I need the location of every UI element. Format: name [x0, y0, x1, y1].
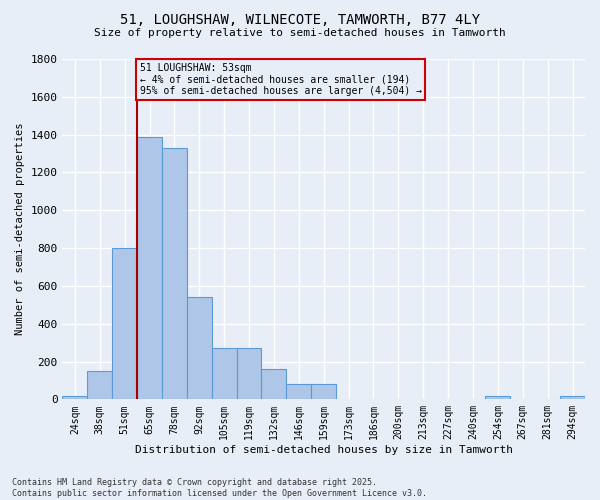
Bar — [311, 384, 336, 400]
Bar — [112, 248, 137, 400]
Text: 51 LOUGHSHAW: 53sqm
← 4% of semi-detached houses are smaller (194)
95% of semi-d: 51 LOUGHSHAW: 53sqm ← 4% of semi-detache… — [140, 63, 422, 96]
Text: 51, LOUGHSHAW, WILNECOTE, TAMWORTH, B77 4LY: 51, LOUGHSHAW, WILNECOTE, TAMWORTH, B77 … — [120, 12, 480, 26]
Bar — [286, 384, 311, 400]
Bar — [236, 348, 262, 400]
Text: Size of property relative to semi-detached houses in Tamworth: Size of property relative to semi-detach… — [94, 28, 506, 38]
Bar — [62, 396, 88, 400]
Y-axis label: Number of semi-detached properties: Number of semi-detached properties — [15, 123, 25, 336]
Bar — [187, 297, 212, 400]
Bar — [560, 396, 585, 400]
Bar — [262, 369, 286, 400]
Bar — [212, 348, 236, 400]
Bar — [88, 371, 112, 400]
Text: Contains HM Land Registry data © Crown copyright and database right 2025.
Contai: Contains HM Land Registry data © Crown c… — [12, 478, 427, 498]
Bar — [485, 396, 511, 400]
Bar — [137, 136, 162, 400]
Bar — [162, 148, 187, 400]
X-axis label: Distribution of semi-detached houses by size in Tamworth: Distribution of semi-detached houses by … — [135, 445, 513, 455]
